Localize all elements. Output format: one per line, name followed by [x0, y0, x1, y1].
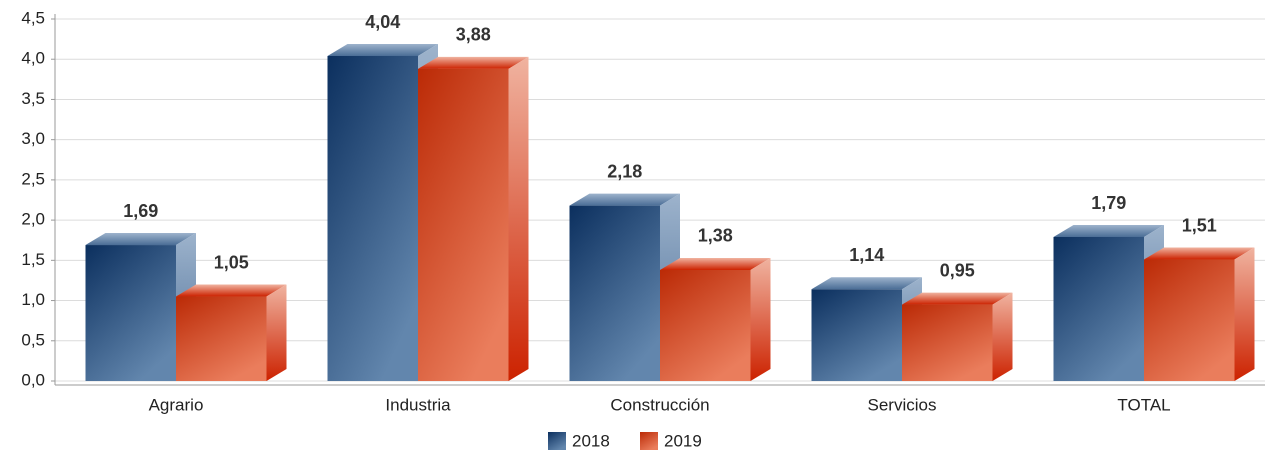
y-tick-label: 0,5 — [21, 330, 45, 349]
value-label: 2,18 — [607, 161, 642, 181]
x-tick-label: TOTAL — [1117, 395, 1170, 414]
y-tick-label: 2,5 — [21, 169, 45, 188]
bar-top — [327, 44, 438, 57]
legend-label: 2019 — [664, 431, 702, 450]
bar-top — [660, 257, 771, 270]
bar-side — [508, 56, 529, 382]
bar — [902, 304, 993, 381]
x-tick-label: Servicios — [868, 395, 937, 414]
x-tick-label: Industria — [385, 395, 451, 414]
bar — [1053, 237, 1144, 381]
bar-top — [1144, 247, 1255, 260]
bar-top — [902, 292, 1013, 305]
value-label: 1,14 — [849, 245, 884, 265]
legend-label: 2018 — [572, 431, 610, 450]
y-tick-label: 2,0 — [21, 210, 45, 229]
value-label: 0,95 — [940, 260, 975, 280]
x-tick-label: Construcción — [610, 395, 709, 414]
value-label: 1,69 — [123, 201, 158, 221]
y-tick-label: 4,0 — [21, 49, 45, 68]
bar — [418, 68, 509, 382]
x-tick-label: Agrario — [149, 395, 204, 414]
legend-swatch — [548, 432, 566, 450]
bar-side — [750, 257, 771, 381]
bar-top — [811, 277, 922, 290]
bar — [1144, 259, 1235, 381]
value-label: 1,79 — [1091, 193, 1126, 213]
value-label: 4,04 — [365, 12, 400, 32]
y-tick-label: 1,0 — [21, 290, 45, 309]
y-tick-label: 3,5 — [21, 89, 45, 108]
value-label: 1,05 — [214, 252, 249, 272]
bar-side — [266, 284, 287, 381]
bar — [569, 205, 660, 381]
legend-swatch — [640, 432, 658, 450]
bar — [660, 269, 751, 381]
bar — [85, 245, 176, 381]
bar-top — [418, 56, 529, 69]
y-tick-label: 4,5 — [21, 8, 45, 27]
bar — [176, 296, 267, 381]
bar-top — [176, 284, 287, 297]
bar-side — [992, 292, 1013, 381]
bar-top — [569, 193, 680, 206]
bar-side — [1234, 247, 1255, 381]
value-label: 3,88 — [456, 25, 491, 45]
y-tick-label: 1,5 — [21, 250, 45, 269]
y-tick-label: 3,0 — [21, 129, 45, 148]
bar-top — [85, 233, 196, 246]
bar — [327, 56, 418, 381]
bar — [811, 289, 902, 381]
value-label: 1,38 — [698, 226, 733, 246]
bar-top — [1053, 225, 1164, 238]
y-tick-label: 0,0 — [21, 370, 45, 389]
value-label: 1,51 — [1182, 215, 1217, 235]
